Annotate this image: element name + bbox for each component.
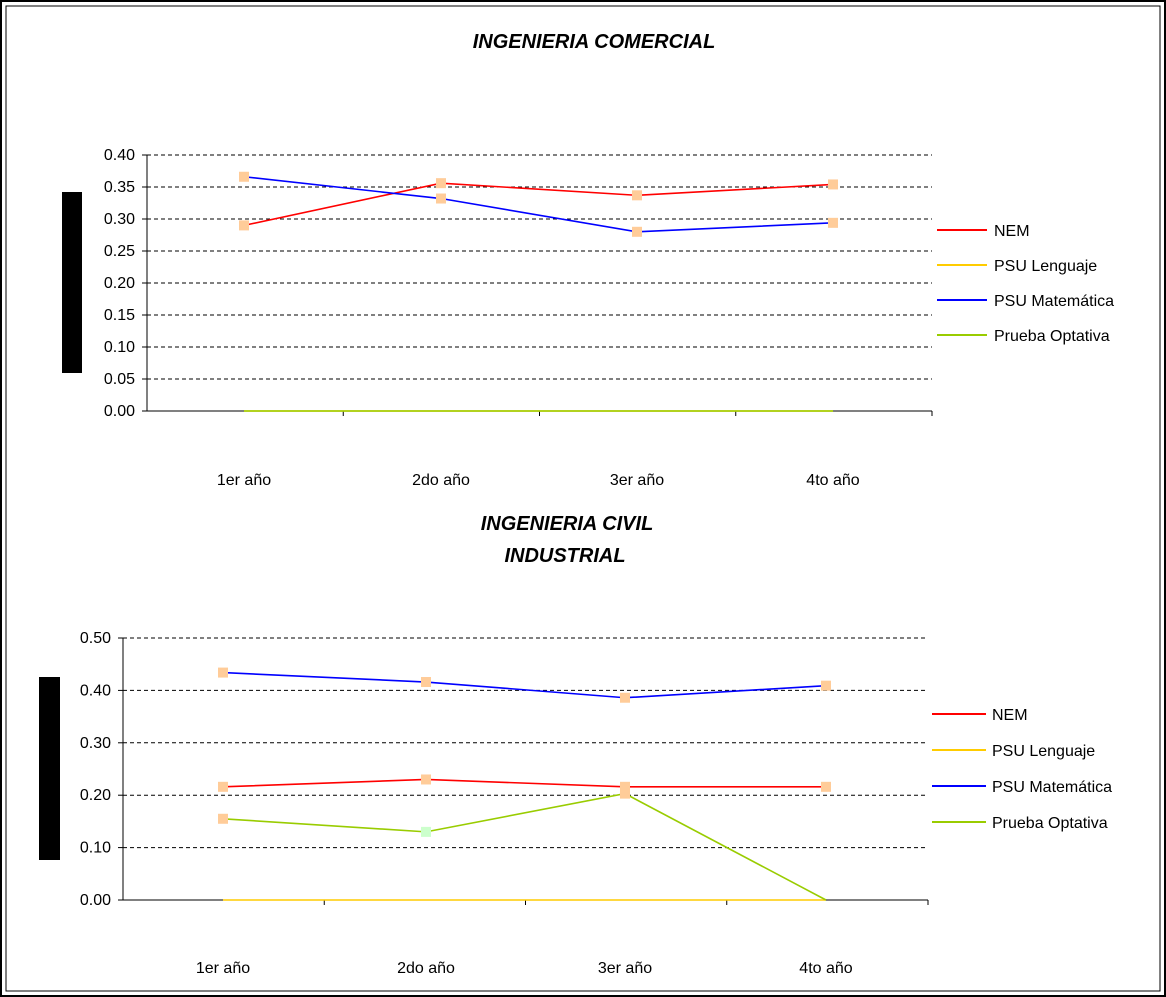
- chart1-legend-label: NEM: [994, 223, 1030, 240]
- chart1-ytick-label: 0.10: [104, 339, 135, 356]
- chart2-data-point: [421, 774, 431, 785]
- chart1-title: INGENIERIA COMERCIAL: [473, 31, 716, 53]
- chart2-data-point: [821, 781, 831, 792]
- chart1-ytick-label: 0.25: [104, 243, 135, 260]
- chart2-series-line: [222, 671, 827, 699]
- chart1-xtick-label: 2do año: [412, 472, 470, 489]
- chart1-data-point: [632, 190, 642, 201]
- chart2-legend-label: NEM: [992, 707, 1028, 724]
- chart1-ytick-label: 0.30: [104, 211, 135, 228]
- chart1-series-line: [243, 175, 834, 233]
- chart1-xtick-label: 3er año: [610, 472, 664, 489]
- chart2-series-line: [222, 792, 827, 901]
- chart2-series-line: [222, 778, 826, 788]
- chart2-xtick-label: 4to año: [799, 960, 852, 977]
- chart1-ytick-label: 0.40: [104, 147, 135, 164]
- chart1-data-point: [828, 217, 838, 228]
- chart1-legend-label: PSU Lenguaje: [994, 258, 1097, 275]
- chart2-legend-label: PSU Matemática: [992, 779, 1112, 796]
- chart2-data-point: [218, 781, 228, 792]
- chart2-ytick-label: 0.00: [80, 892, 111, 909]
- chart2-ytick-label: 0.30: [80, 735, 111, 752]
- chart1-legend-label: PSU Matemática: [994, 293, 1114, 310]
- chart2-data-point: [821, 680, 831, 691]
- chart1-plot: 0.00 0.05 0.10 0.15 0.20 0.25 0.30 0.35 0.40 1er …: [104, 147, 1114, 489]
- chart1-data-point: [828, 179, 838, 190]
- chart2-data-point: [421, 677, 431, 688]
- chart2-data-point: [421, 826, 431, 837]
- chart2-xtick-label: 2do año: [397, 960, 455, 977]
- chart2-plot: 0.00 0.10 0.20 0.30 0.40 0.50 1er año 2do año 3e…: [80, 630, 1112, 977]
- chart1-data-point: [436, 193, 446, 204]
- chart2-ylabel-bar: [39, 677, 60, 860]
- chart1-data-point: [632, 226, 642, 237]
- inner-border: [5, 5, 1161, 992]
- chart1-ytick-label: 0.20: [104, 275, 135, 292]
- chart2-data-point: [620, 788, 630, 799]
- chart1-data-point: [239, 220, 249, 231]
- chart2-legend-label: PSU Lenguaje: [992, 743, 1095, 760]
- chart1-data-point: [239, 171, 249, 182]
- chart2-data-point: [620, 781, 630, 792]
- chart1-data-point: [436, 178, 446, 189]
- chart2-xtick-label: 1er año: [196, 960, 250, 977]
- chart1-xtick-label: 4to año: [806, 472, 859, 489]
- chart2-data-point: [218, 813, 228, 824]
- chart1-legend-label: Prueba Optativa: [994, 328, 1110, 345]
- chart1-ylabel-bar: [62, 192, 82, 373]
- chart1-xtick-label: 1er año: [217, 472, 271, 489]
- chart2-ytick-label: 0.40: [80, 682, 111, 699]
- chart2-ytick-label: 0.10: [80, 840, 111, 857]
- chart2-xtick-label: 3er año: [598, 960, 652, 977]
- chart1-series-line: [243, 182, 834, 227]
- chart1-ytick-label: 0.35: [104, 179, 135, 196]
- chart2-data-point: [620, 692, 630, 703]
- chart1-ytick-label: 0.00: [104, 403, 135, 420]
- chart2-ytick-label: 0.50: [80, 630, 111, 647]
- chart2-title-line2: INDUSTRIAL: [504, 545, 625, 567]
- chart2-title-line1: INGENIERIA CIVIL: [481, 513, 654, 535]
- chart1-ytick-label: 0.05: [104, 371, 135, 388]
- chart2-ytick-label: 0.20: [80, 787, 111, 804]
- chart1-ytick-label: 0.15: [104, 307, 135, 324]
- chart2-legend-label: Prueba Optativa: [992, 815, 1108, 832]
- chart2-data-point: [218, 667, 228, 678]
